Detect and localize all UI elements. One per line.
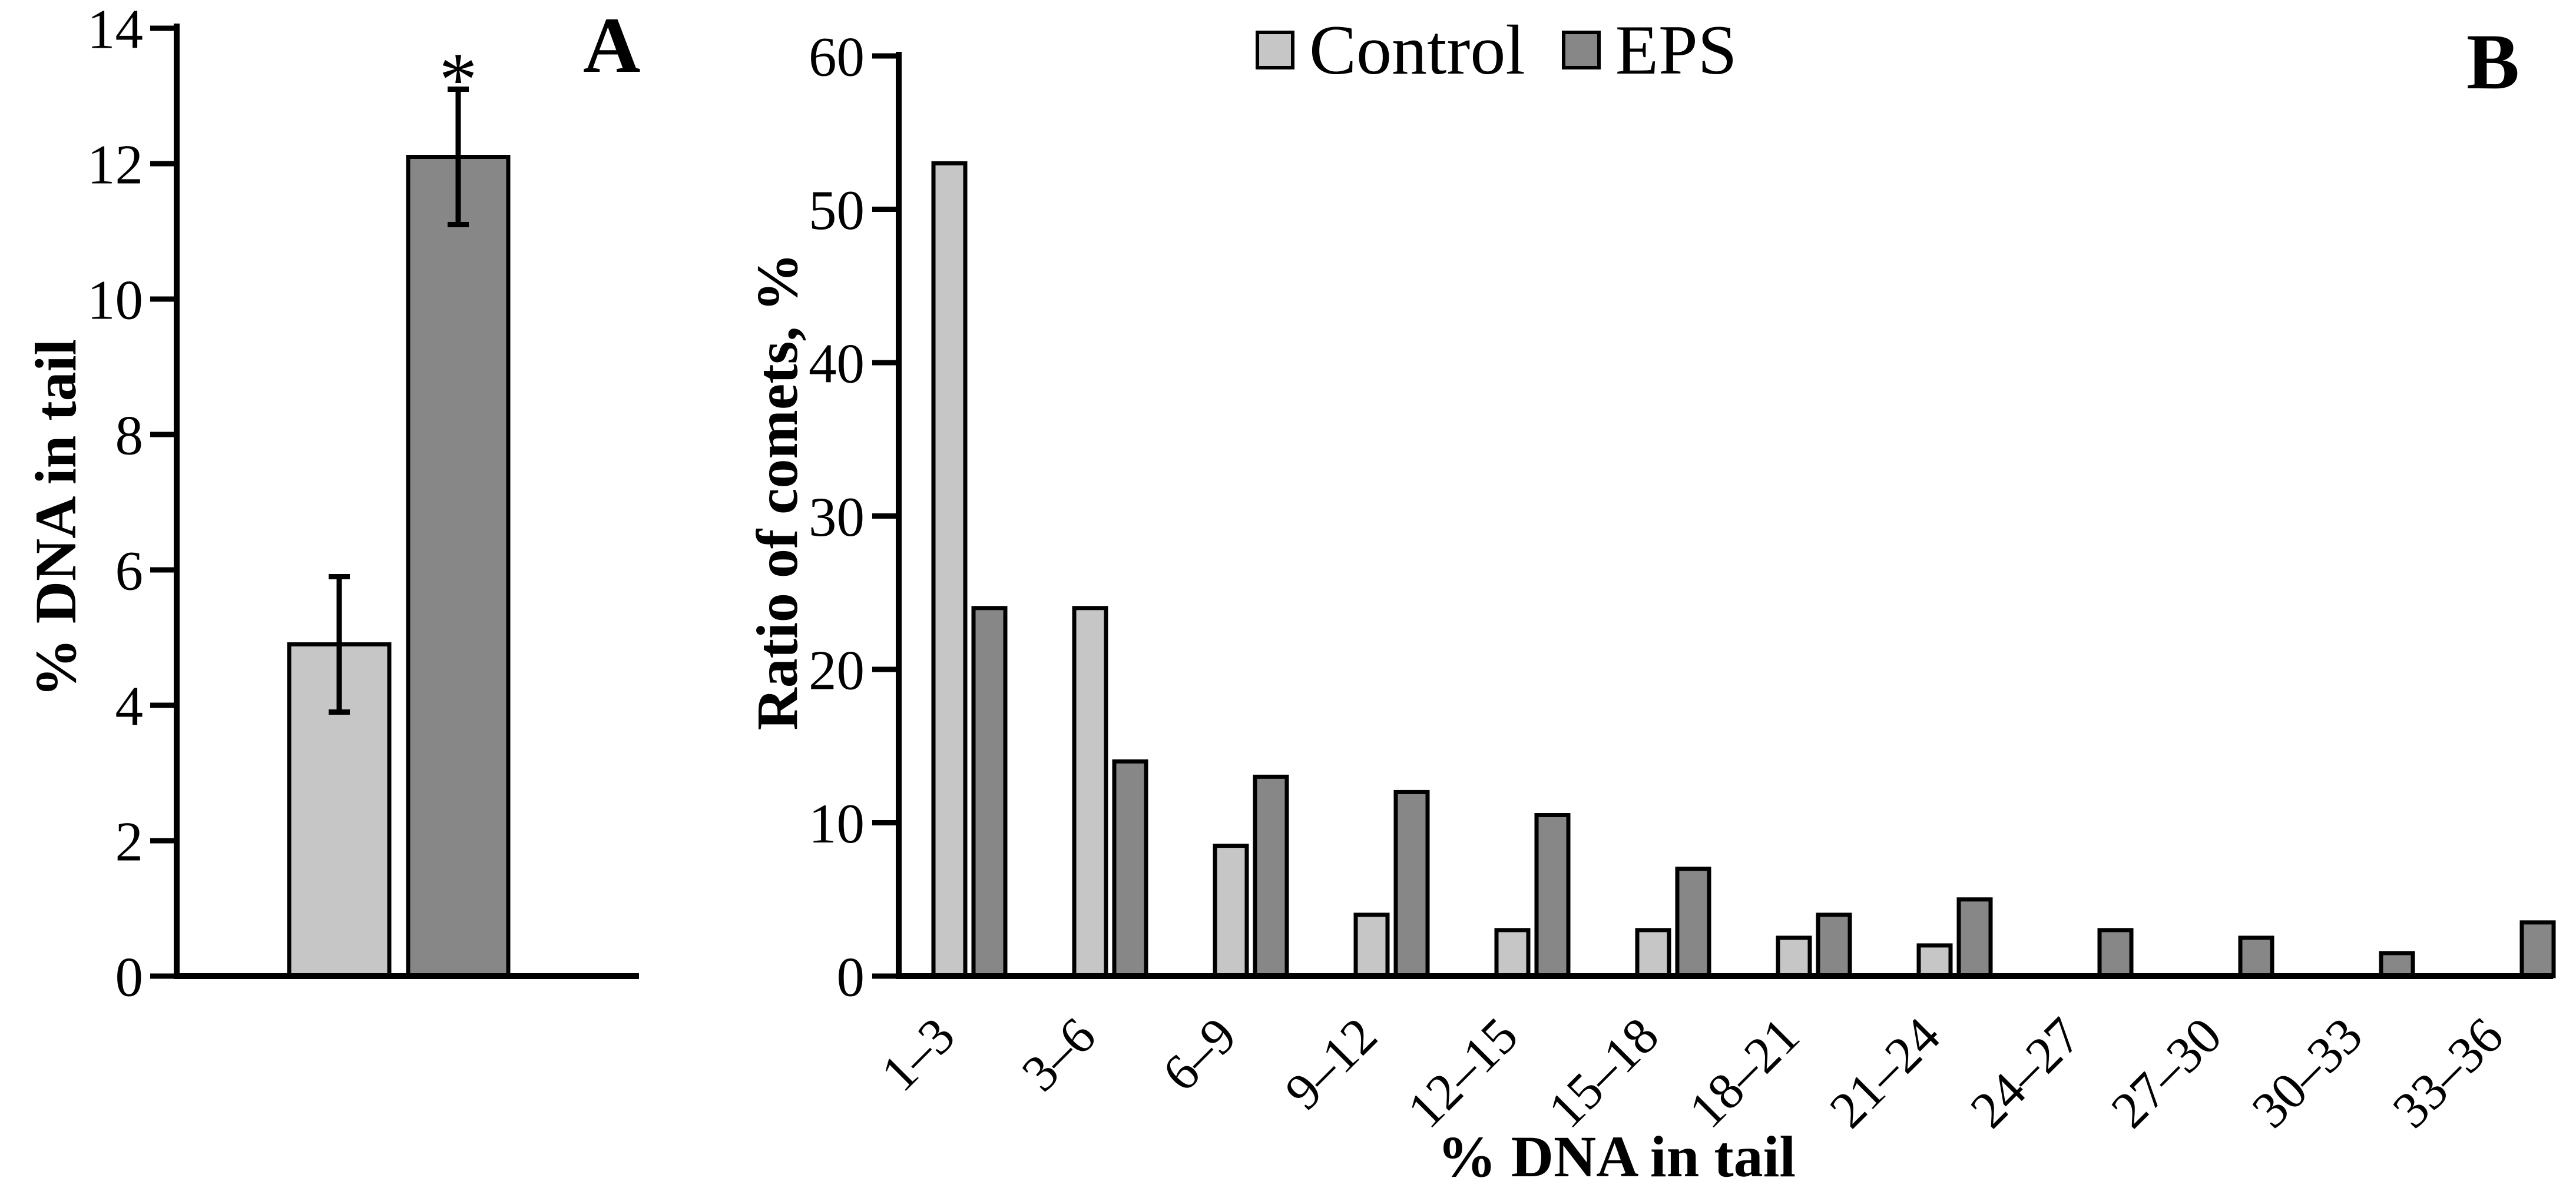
panel-a-y-axis-title: % DNA in tail — [23, 339, 88, 698]
panel-b-x-tick-label: 18–21 — [1678, 1007, 1810, 1139]
panel-b-x-axis-title: % DNA in tail — [1437, 1124, 1796, 1189]
panel-b-bar-control-2 — [1213, 844, 1249, 978]
legend-label-control: Control — [1309, 11, 1525, 89]
panel-b-bar-control-3 — [1353, 913, 1390, 978]
panel-a-label: A — [583, 2, 641, 89]
legend-label-eps: EPS — [1615, 11, 1737, 89]
panel-b-bar-eps-2 — [1253, 774, 1289, 978]
panel-b-x-tick-label: 21–24 — [1819, 1007, 1951, 1139]
legend-item-control: Control — [1256, 15, 1525, 85]
panel-a-y-tick-label: 8 — [115, 404, 144, 466]
panel-b-bar-eps-6 — [1816, 913, 1852, 978]
panel-b-bar-control-5 — [1635, 928, 1671, 978]
panel-b-y-tick-label: 10 — [809, 792, 865, 855]
panel-b-x-tick-label: 3–6 — [1011, 1007, 1107, 1103]
panel-b-bar-eps-8 — [2097, 928, 2134, 978]
panel-a-bar-eps — [406, 155, 511, 978]
panel-b-bar-eps-10 — [2379, 951, 2415, 978]
panel-b-bar-control-6 — [1776, 935, 1812, 978]
panel-b-x-tick-label: 1–3 — [870, 1007, 966, 1103]
panel-b-x-tick-label: 12–15 — [1397, 1007, 1529, 1139]
panel-b-bar-eps-11 — [2519, 920, 2556, 978]
panel-b-label: B — [2466, 18, 2520, 106]
panel-a-y-tick-label: 6 — [115, 539, 144, 602]
panel-b-bar-eps-0 — [971, 606, 1008, 978]
legend: Control EPS — [1256, 15, 1737, 85]
panel-b-bar-eps-5 — [1675, 867, 1711, 978]
panel-b-y-axis-title: Ratio of comets, % — [744, 253, 810, 731]
panel-b-x-tick-label: 6–9 — [1152, 1007, 1247, 1103]
panel-a-y-tick-label: 2 — [115, 810, 144, 872]
panel-b-bar-control-1 — [1072, 606, 1108, 978]
panel-b-y-tick-label: 20 — [809, 639, 865, 701]
panel-b-bar-eps-9 — [2238, 935, 2274, 978]
panel-b-y-tick-label: 60 — [809, 25, 865, 88]
panel-a-y-tick-label: 14 — [87, 0, 143, 60]
panel-b-bar-eps-7 — [1956, 897, 1993, 978]
panel-b-y-tick-label: 0 — [837, 945, 865, 1008]
legend-item-eps: EPS — [1561, 11, 1737, 89]
panel-a-y-tick-label: 10 — [87, 268, 143, 331]
panel-b-bar-control-4 — [1494, 928, 1531, 978]
panel-b-x-tick-label: 9–12 — [1274, 1007, 1388, 1121]
panel-b-y-tick-label: 30 — [809, 486, 865, 548]
control-swatch-icon — [1256, 31, 1294, 69]
panel-b-x-tick-label: 30–33 — [2241, 1007, 2373, 1139]
panel-b-x-tick-label: 15–18 — [1538, 1007, 1670, 1139]
panel-b-x-tick-label: 27–30 — [2101, 1007, 2233, 1139]
significance-asterisk: * — [439, 38, 478, 122]
panel-b-bar-eps-4 — [1534, 812, 1571, 978]
panel-b-y-tick-label: 40 — [809, 332, 865, 394]
panel-b-bar-eps-1 — [1112, 759, 1148, 978]
panel-b-bar-control-7 — [1916, 943, 1953, 978]
panel-b-bar-eps-3 — [1393, 789, 1430, 978]
panel-b-y-tick-label: 50 — [809, 179, 865, 241]
eps-swatch-icon — [1561, 31, 1601, 69]
panel-b-x-tick-label: 33–36 — [2382, 1007, 2514, 1139]
panel-b-bar-control-0 — [931, 161, 968, 978]
panel-a-y-tick-label: 0 — [115, 945, 144, 1008]
panel-a-y-tick-label: 4 — [115, 675, 144, 737]
panel-a-y-tick-label: 12 — [87, 133, 143, 195]
panel-b-x-tick-label: 24–27 — [1960, 1007, 2092, 1139]
